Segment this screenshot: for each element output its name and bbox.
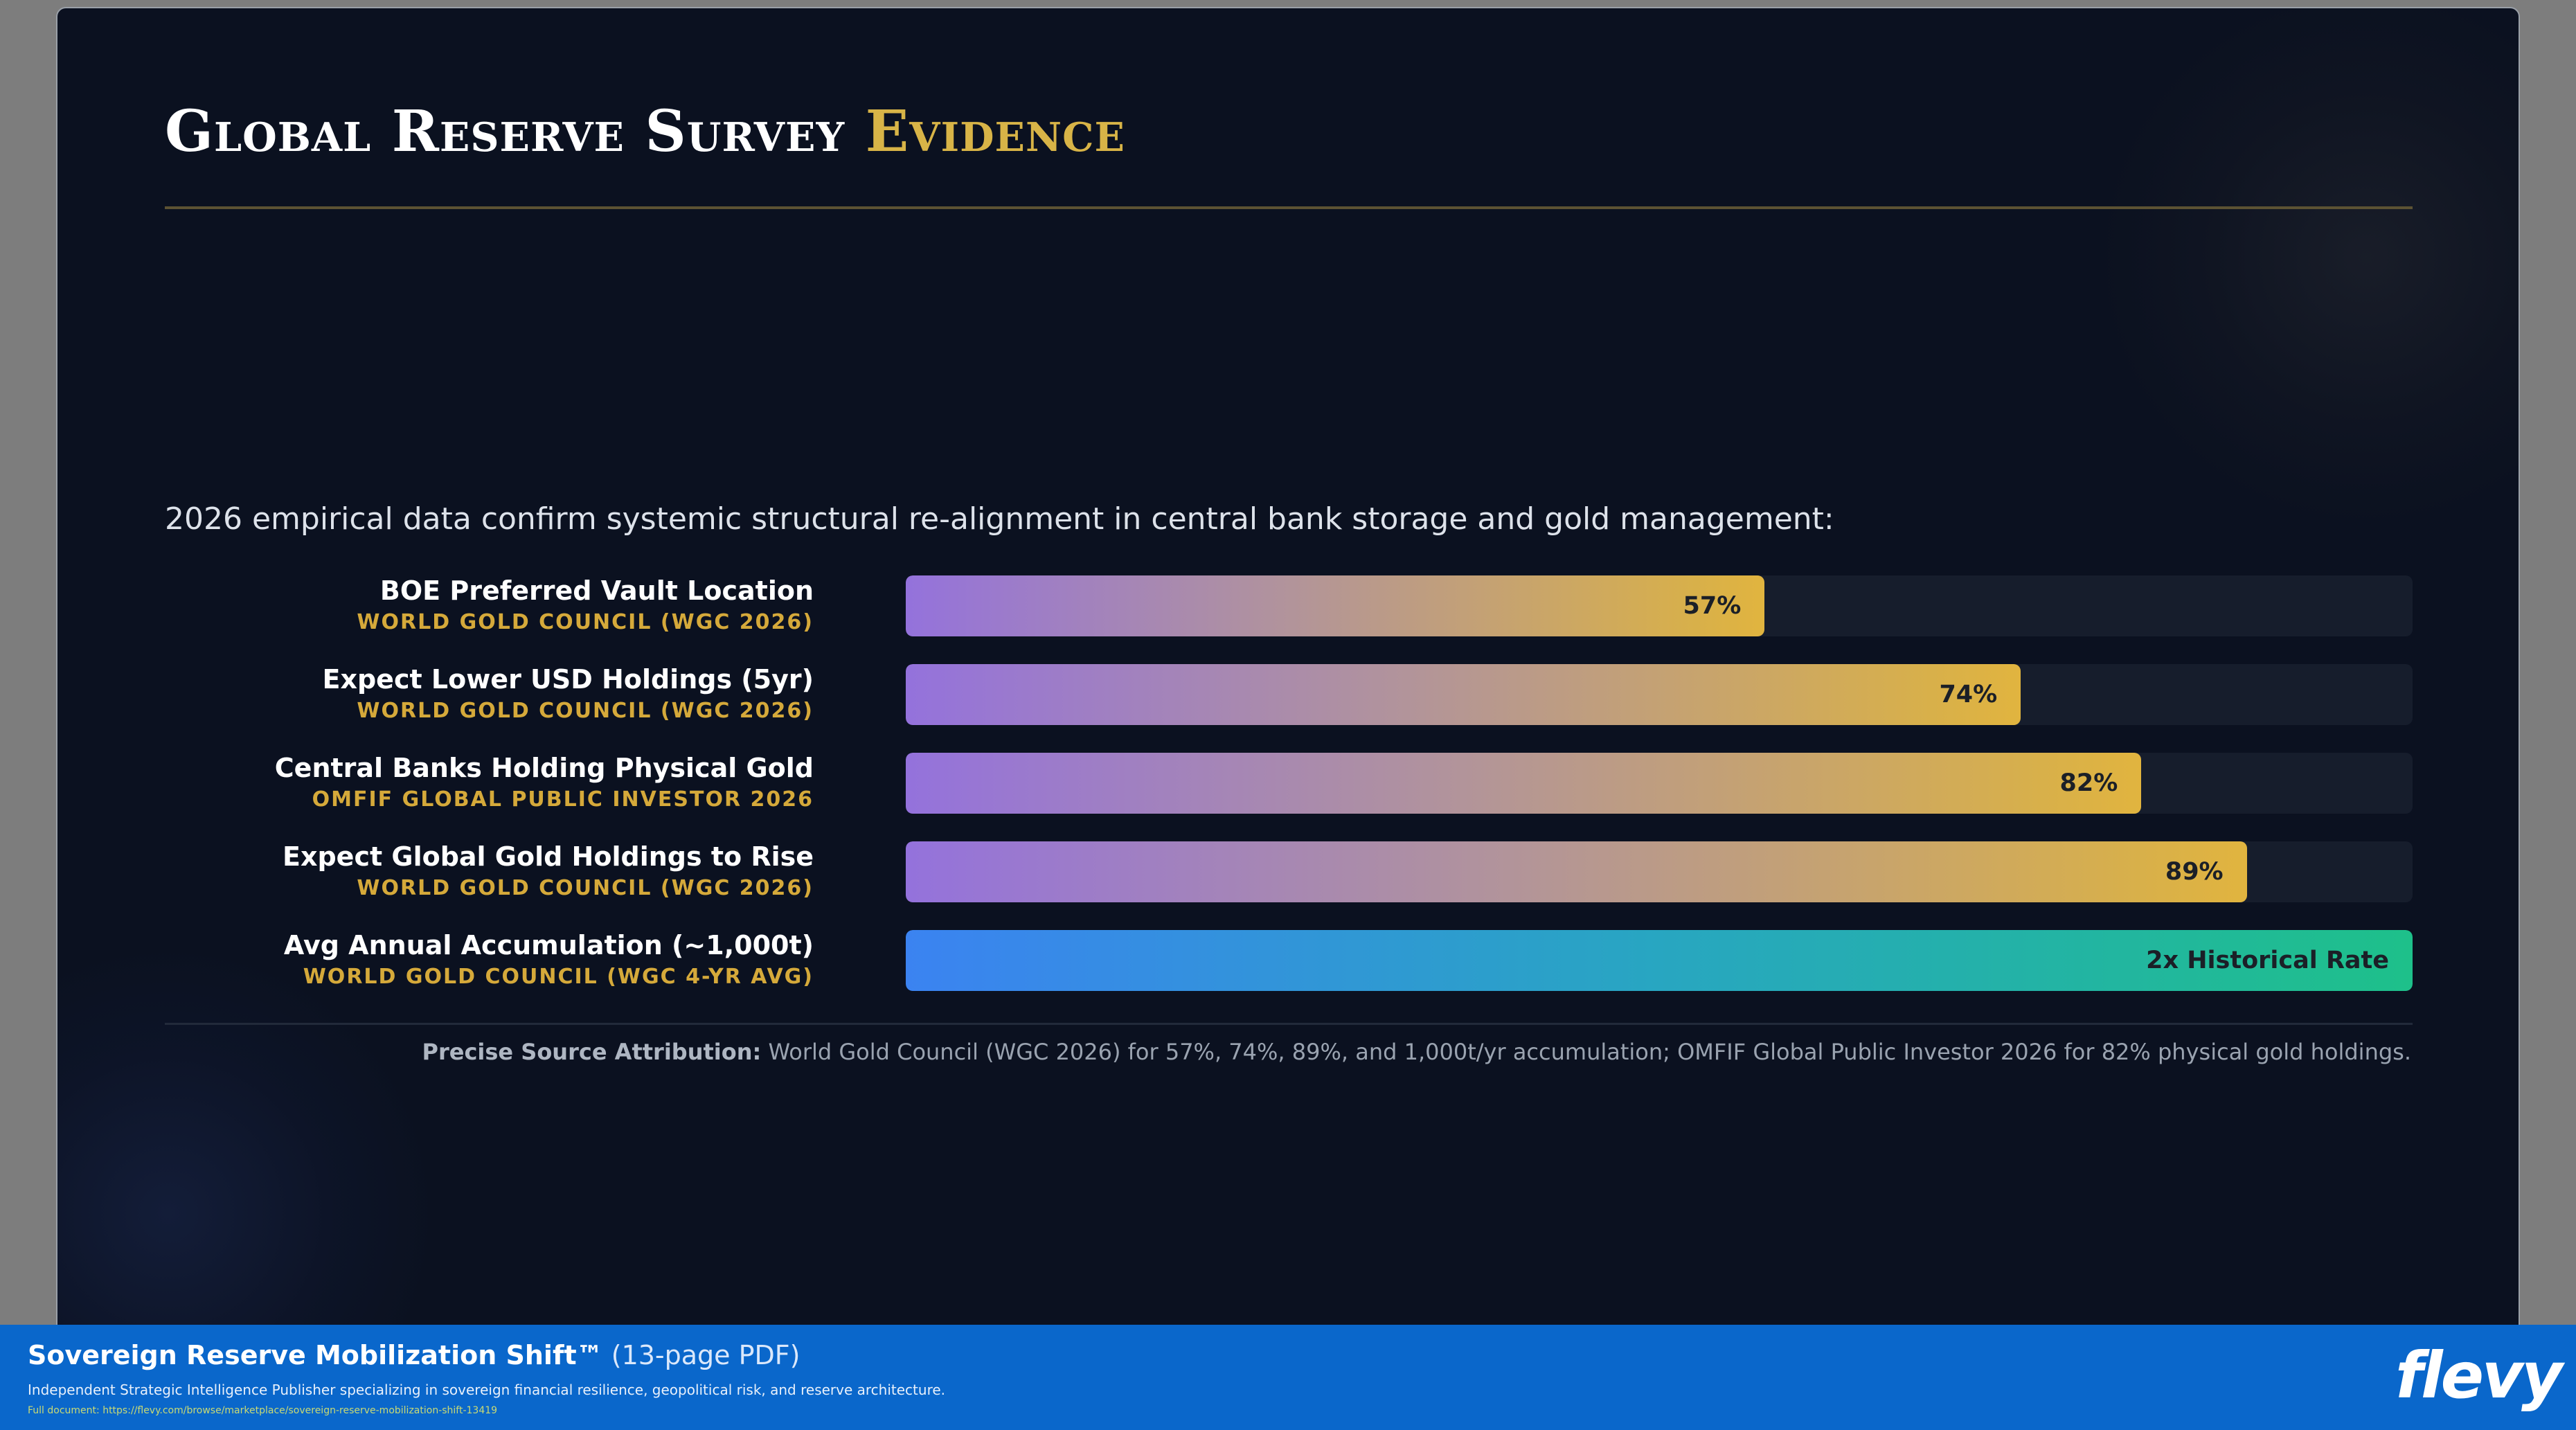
- title-accent: Evidence: [865, 98, 1125, 165]
- footer-description: Independent Strategic Intelligence Publi…: [28, 1382, 946, 1398]
- bar-row: Expect Global Gold Holdings to Rise WORLD…: [165, 841, 2413, 902]
- slide-title: Global Reserve Survey Evidence: [165, 98, 1125, 165]
- bar-source-label: OMFIF GLOBAL PUBLIC INVESTOR 2026: [312, 787, 814, 812]
- bar-source-label: WORLD GOLD COUNCIL (WGC 2026): [357, 699, 814, 723]
- bar-category-label: Central Banks Holding Physical Gold: [274, 753, 814, 783]
- bar: 2x Historical Rate: [906, 930, 2413, 991]
- title-underline: [165, 206, 2413, 209]
- bar-value-label: 2x Historical Rate: [2146, 947, 2389, 974]
- footer-banner: Sovereign Reserve Mobilization Shift™ (1…: [0, 1325, 2576, 1430]
- bar-category-label: Expect Global Gold Holdings to Rise: [283, 841, 814, 872]
- bar-track: 2x Historical Rate: [906, 930, 2413, 991]
- bar-value-label: 89%: [2165, 858, 2224, 886]
- footer-page-count: (13-page PDF): [611, 1340, 800, 1370]
- bar-category-label: BOE Preferred Vault Location: [379, 575, 814, 606]
- bar-row: Expect Lower USD Holdings (5yr) WORLD GOL…: [165, 664, 2413, 725]
- bar-row: Avg Annual Accumulation (~1,000t) WORLD G…: [165, 930, 2413, 991]
- bar-value-label: 74%: [1939, 681, 1998, 708]
- bar-category-label: Avg Annual Accumulation (~1,000t): [283, 930, 814, 960]
- title-main: Global Reserve Survey: [165, 98, 846, 165]
- bar: 82%: [906, 753, 2142, 814]
- bar-category-label: Expect Lower USD Holdings (5yr): [322, 664, 814, 695]
- source-divider: [165, 1023, 2413, 1025]
- bar: 57%: [906, 575, 1765, 636]
- bar-track: 57%: [906, 575, 2413, 636]
- source-text: World Gold Council (WGC 2026) for 57%, 7…: [768, 1039, 2411, 1065]
- footer-title[interactable]: Sovereign Reserve Mobilization Shift™ (1…: [28, 1340, 800, 1370]
- slide: Global Reserve Survey Evidence 2026 empi…: [56, 7, 2520, 1430]
- bar-row: BOE Preferred Vault Location WORLD GOLD C…: [165, 575, 2413, 636]
- bar-track: 89%: [906, 841, 2413, 902]
- bar-source-label: WORLD GOLD COUNCIL (WGC 2026): [357, 876, 814, 900]
- bar-value-label: 82%: [2059, 769, 2118, 797]
- decorative-glow-top-right: [2103, 8, 2519, 521]
- bar-value-label: 57%: [1683, 592, 1742, 620]
- bar: 74%: [906, 664, 2021, 725]
- flevy-logo[interactable]: flevy: [2395, 1339, 2563, 1413]
- intro-text: 2026 empirical data confirm systemic str…: [165, 501, 1834, 537]
- bar-source-label: WORLD GOLD COUNCIL (WGC 2026): [357, 610, 814, 634]
- footer-document-name: Sovereign Reserve Mobilization Shift™: [28, 1340, 603, 1370]
- bar-track: 74%: [906, 664, 2413, 725]
- bar-track: 82%: [906, 753, 2413, 814]
- source-attribution: Precise Source Attribution: World Gold C…: [422, 1039, 2412, 1065]
- bar-source-label: WORLD GOLD COUNCIL (WGC 4-YR AVG): [303, 965, 814, 989]
- source-label: Precise Source Attribution:: [422, 1039, 762, 1065]
- bar-row: Central Banks Holding Physical Gold OMFIF…: [165, 753, 2413, 814]
- bar: 89%: [906, 841, 2247, 902]
- footer-document-link[interactable]: Full document: https://flevy.com/browse/…: [28, 1405, 498, 1416]
